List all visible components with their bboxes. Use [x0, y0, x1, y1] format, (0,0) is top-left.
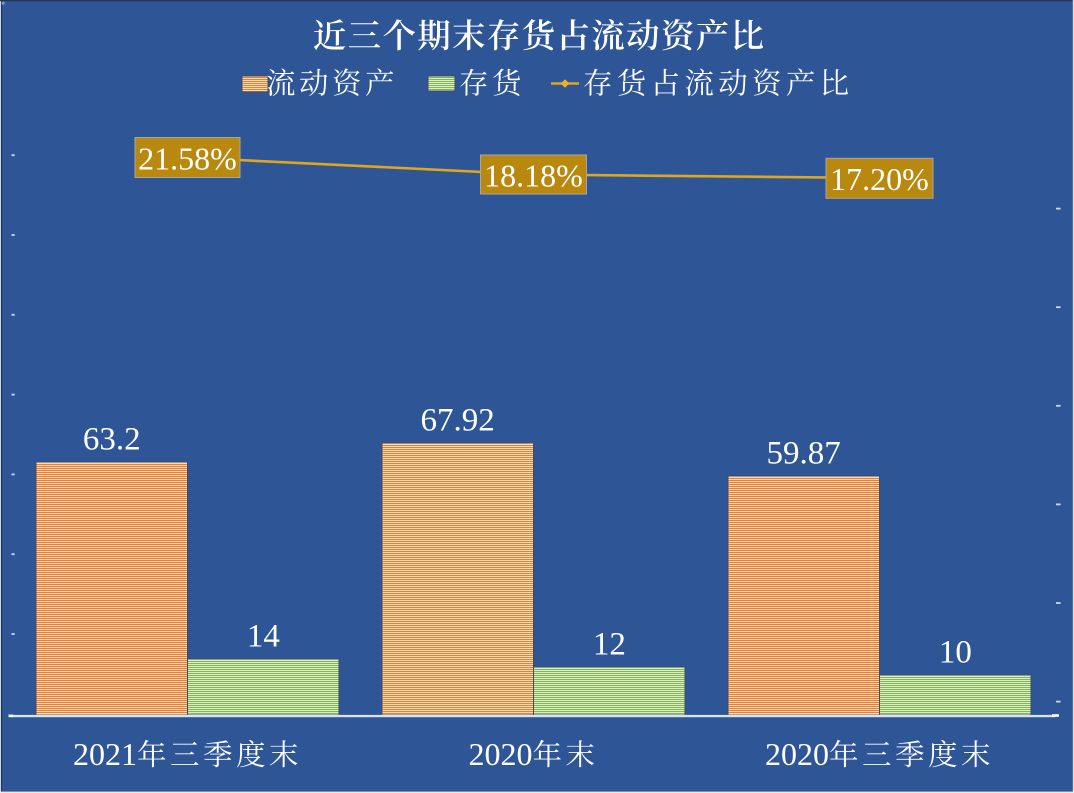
svg-text:14: 14	[247, 619, 280, 655]
svg-text:59.87: 59.87	[766, 436, 840, 472]
svg-text:21.58%: 21.58%	[138, 141, 237, 177]
svg-text:10: 10	[939, 635, 972, 671]
svg-text:2020: 2020	[469, 736, 533, 772]
svg-text:67.92: 67.92	[420, 403, 494, 439]
svg-text:2020: 2020	[765, 736, 829, 772]
svg-text:18.18%: 18.18%	[484, 158, 583, 194]
svg-text:2021: 2021	[73, 736, 137, 772]
svg-text:63.2: 63.2	[83, 422, 141, 458]
svg-text:17.20%: 17.20%	[830, 161, 929, 197]
svg-text:12: 12	[593, 627, 626, 663]
